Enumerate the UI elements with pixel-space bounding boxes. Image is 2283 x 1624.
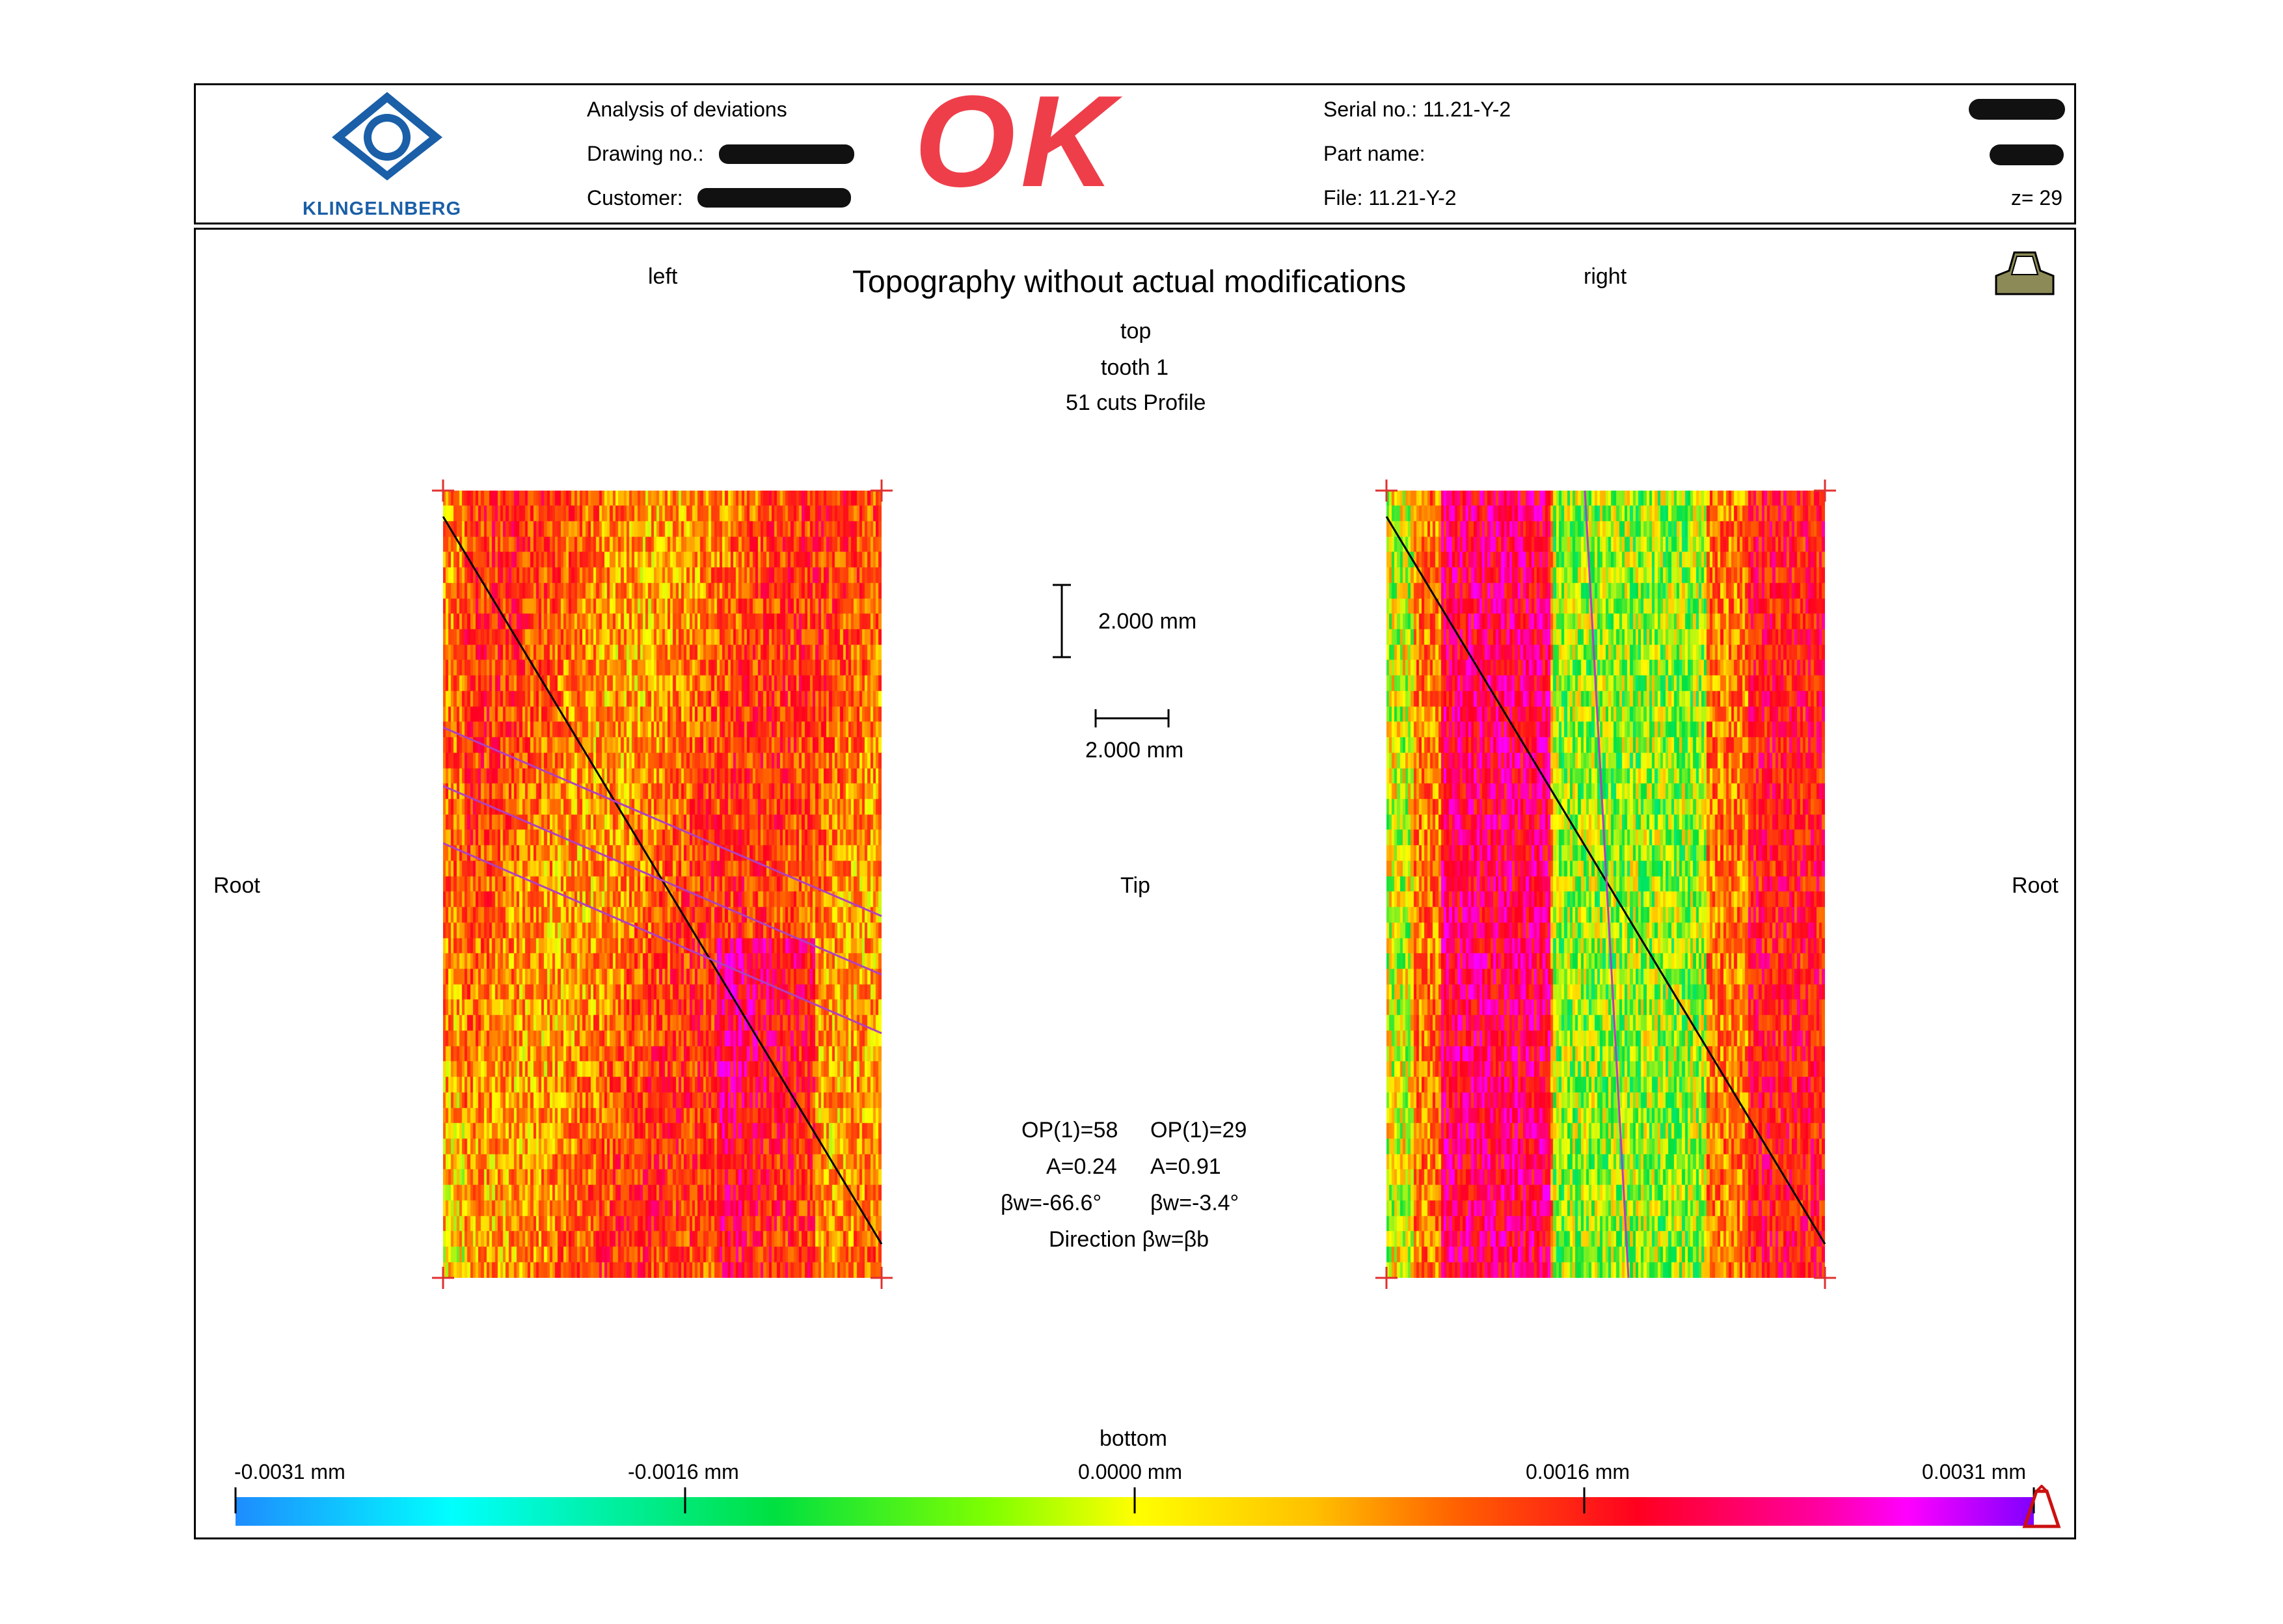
op-left: OP(1)=58 <box>1021 1118 1118 1143</box>
left-contact-lines <box>442 726 882 1035</box>
part-redaction <box>1990 144 2064 165</box>
scale-vertical-label: 2.000 mm <box>1098 609 1197 634</box>
direction-label: Direction βw=βb <box>1049 1227 1209 1252</box>
drawing-label: Drawing no.: <box>587 142 704 165</box>
root-right-label: Root <box>2012 873 2059 898</box>
customer-redaction <box>697 188 851 208</box>
corner-markers <box>432 480 1836 1289</box>
cbar-tick-label: 0.0031 mm <box>1922 1460 2027 1483</box>
tip-label: Tip <box>1120 873 1150 898</box>
tooth-label: tooth 1 <box>1101 355 1169 380</box>
a-right: A=0.91 <box>1150 1154 1221 1179</box>
logo-text: KLINGELNBERG <box>303 198 461 219</box>
part-name-label: Part name: <box>1323 142 1425 165</box>
analysis-title: Analysis of deviations <box>587 98 787 121</box>
a-left: A=0.24 <box>1046 1154 1117 1179</box>
left-flank-label: left <box>648 264 678 289</box>
vertical-scale-bar <box>1053 584 1071 658</box>
cbar-tick-label: -0.0031 mm <box>234 1460 345 1483</box>
op-right: OP(1)=29 <box>1150 1118 1247 1143</box>
cuts-label: 51 cuts Profile <box>1066 390 1206 415</box>
chart-frame <box>194 228 2076 1539</box>
customer-label: Customer: <box>587 186 683 210</box>
serial-number: Serial no.: 11.21-Y-2 <box>1323 98 1511 121</box>
klingelnberg-logo-icon <box>332 92 442 181</box>
root-left-label: Root <box>213 873 260 898</box>
teeth-count: z= 29 <box>2010 186 2062 210</box>
bottom-label: bottom <box>1100 1426 1167 1451</box>
beta-left: βw=-66.6° <box>1001 1191 1102 1215</box>
gear-tooth-icon <box>1995 251 2055 295</box>
file-name: File: 11.21-Y-2 <box>1323 186 1457 210</box>
cbar-tick-label: -0.0016 mm <box>628 1460 739 1483</box>
right-contact-line <box>1584 490 1630 1279</box>
bevel-gear-icon <box>2022 1485 2061 1528</box>
top-label: top <box>1120 319 1152 344</box>
chart-title: Topography without actual modifications <box>852 265 1407 299</box>
horizontal-scale-bar <box>1094 709 1170 727</box>
serial-redaction <box>1969 99 2065 120</box>
right-flank-label: right <box>1584 264 1627 289</box>
beta-right: βw=-3.4° <box>1150 1191 1239 1215</box>
scale-horizontal-label: 2.000 mm <box>1085 738 1184 763</box>
cbar-tick-label: 0.0000 mm <box>1078 1460 1183 1483</box>
header-frame <box>194 83 2076 224</box>
drawing-redaction <box>719 144 854 164</box>
ok-stamp: OK <box>914 69 1120 214</box>
cbar-tick-label: 0.0016 mm <box>1526 1460 1630 1483</box>
